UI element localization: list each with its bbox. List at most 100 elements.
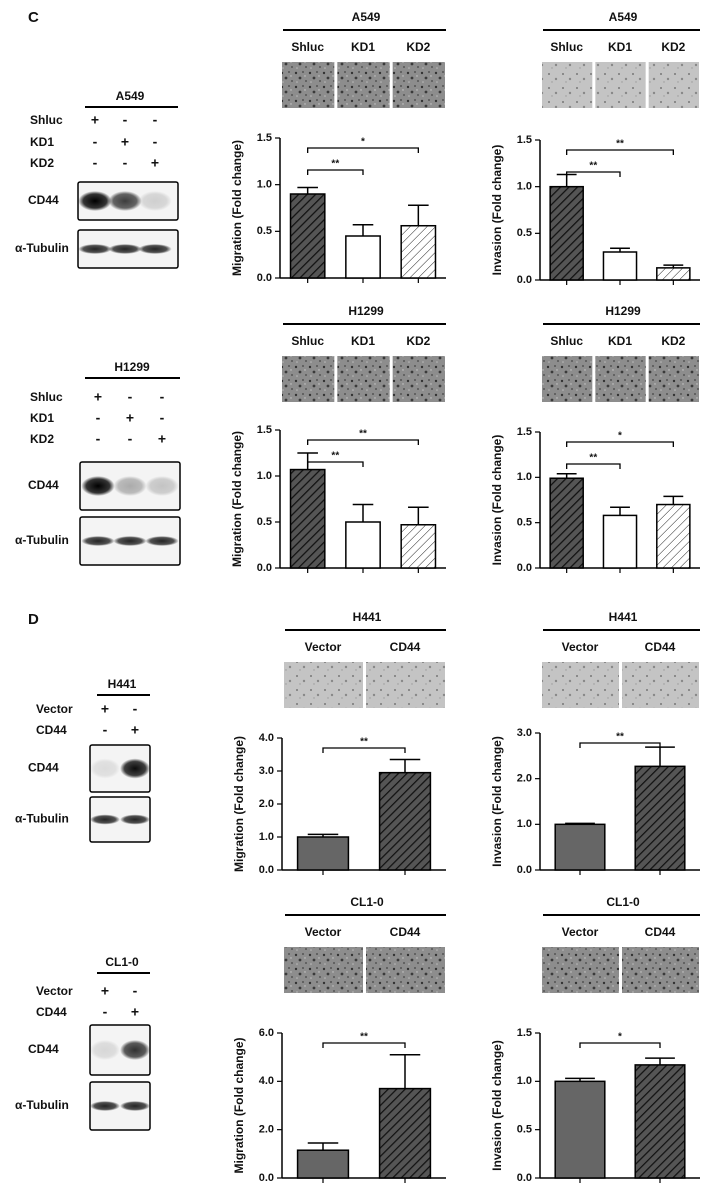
y-tick-label: 4.0: [259, 732, 274, 744]
chart-title: A549: [352, 10, 381, 24]
micrograph: [595, 356, 646, 402]
significance-bracket: [322, 747, 406, 753]
significance-bracket: [307, 169, 364, 175]
y-axis-label: Invasion (Fold change): [490, 1040, 504, 1171]
row-label: KD2: [30, 156, 54, 170]
blot-band: [120, 1101, 150, 1111]
row-label: CD44: [36, 723, 67, 737]
chart-title: H441: [609, 610, 638, 624]
y-tick-label: 1.0: [517, 471, 532, 483]
y-tick-label: 3.0: [259, 765, 274, 777]
y-tick-label: 1.5: [257, 424, 272, 436]
sign: +: [91, 112, 99, 128]
significance-bracket: [579, 742, 661, 748]
blot-band: [108, 191, 142, 211]
y-axis-label: Invasion (Fold change): [490, 435, 504, 566]
blot-band: [145, 536, 179, 546]
significance-label: **: [359, 429, 367, 440]
blot-title: H1299: [114, 360, 150, 374]
category-label: KD2: [661, 40, 685, 54]
row-label: KD1: [30, 411, 54, 425]
blot-band: [120, 1040, 150, 1060]
y-tick-label: 0.0: [517, 864, 532, 876]
y-tick-label: 1.0: [259, 831, 274, 843]
sign: +: [101, 983, 109, 999]
micrograph: [366, 662, 445, 708]
sign: -: [133, 983, 138, 999]
sign: -: [133, 701, 138, 717]
band-label: CD44: [28, 761, 59, 775]
y-tick-label: 1.5: [517, 134, 532, 146]
significance-bracket: [566, 171, 621, 177]
blot-band: [90, 814, 120, 825]
y-axis-label: Migration (Fold change): [232, 1038, 246, 1174]
bar: [345, 521, 381, 569]
chart-title: H1299: [348, 304, 384, 318]
blot-title: H441: [108, 677, 137, 691]
micrograph: [337, 62, 390, 108]
significance-bracket: [307, 439, 419, 445]
blot-band: [90, 1040, 120, 1060]
micrograph: [392, 356, 445, 402]
significance-bracket: [307, 461, 364, 467]
bar: [378, 1087, 432, 1179]
sign: -: [96, 410, 101, 426]
chart-title: CL1-0: [606, 895, 640, 909]
row-label: Vector: [36, 702, 73, 716]
sign: -: [153, 112, 158, 128]
y-tick-label: 2.0: [259, 1124, 274, 1136]
bar: [400, 524, 437, 569]
y-tick-label: 4.0: [259, 1075, 274, 1087]
blot-title: A549: [116, 89, 145, 103]
y-axis-label: Migration (Fold change): [230, 431, 244, 567]
significance-label: *: [361, 137, 365, 148]
sign: -: [128, 431, 133, 447]
row-label: CD44: [36, 1005, 67, 1019]
bar: [296, 1149, 350, 1179]
blot-band: [120, 758, 150, 779]
band-label: CD44: [28, 193, 59, 207]
significance-label: **: [331, 159, 339, 170]
y-tick-label: 0.5: [517, 517, 532, 529]
y-tick-label: 2.0: [517, 773, 532, 785]
bar: [634, 765, 686, 871]
micrograph: [542, 662, 619, 708]
sign: +: [131, 722, 139, 738]
micrograph: [282, 356, 335, 402]
significance-label: **: [616, 732, 624, 743]
row-label: KD2: [30, 432, 54, 446]
sign: +: [94, 389, 102, 405]
chart-title: H441: [353, 610, 382, 624]
category-label: Shluc: [291, 334, 324, 348]
category-label: CD44: [645, 640, 676, 654]
micrograph: [337, 356, 390, 402]
row-label: Vector: [36, 984, 73, 998]
significance-bracket: [566, 441, 674, 447]
bar: [345, 235, 381, 279]
sign: -: [103, 722, 108, 738]
sign: -: [160, 389, 165, 405]
significance-label: **: [589, 161, 597, 172]
sign: -: [96, 431, 101, 447]
bar: [400, 224, 437, 279]
y-tick-label: 0.0: [517, 274, 532, 286]
y-axis-label: Migration (Fold change): [230, 140, 244, 276]
chart-title: CL1-0: [350, 895, 384, 909]
y-tick-label: 1.0: [257, 179, 272, 191]
y-tick-label: 1.0: [257, 470, 272, 482]
y-tick-label: 1.5: [517, 426, 532, 438]
category-label: Vector: [305, 640, 342, 654]
sign: +: [121, 134, 129, 150]
category-label: KD1: [608, 40, 632, 54]
significance-label: *: [618, 1032, 622, 1043]
sign: -: [93, 155, 98, 171]
blot-band: [78, 244, 112, 254]
y-axis-label: Invasion (Fold change): [490, 145, 504, 276]
micrograph: [366, 947, 445, 993]
micrograph: [622, 947, 699, 993]
y-tick-label: 0.0: [259, 1172, 274, 1184]
y-tick-label: 1.0: [517, 1075, 532, 1087]
row-label: Shluc: [30, 390, 63, 404]
blot-band: [81, 536, 115, 546]
